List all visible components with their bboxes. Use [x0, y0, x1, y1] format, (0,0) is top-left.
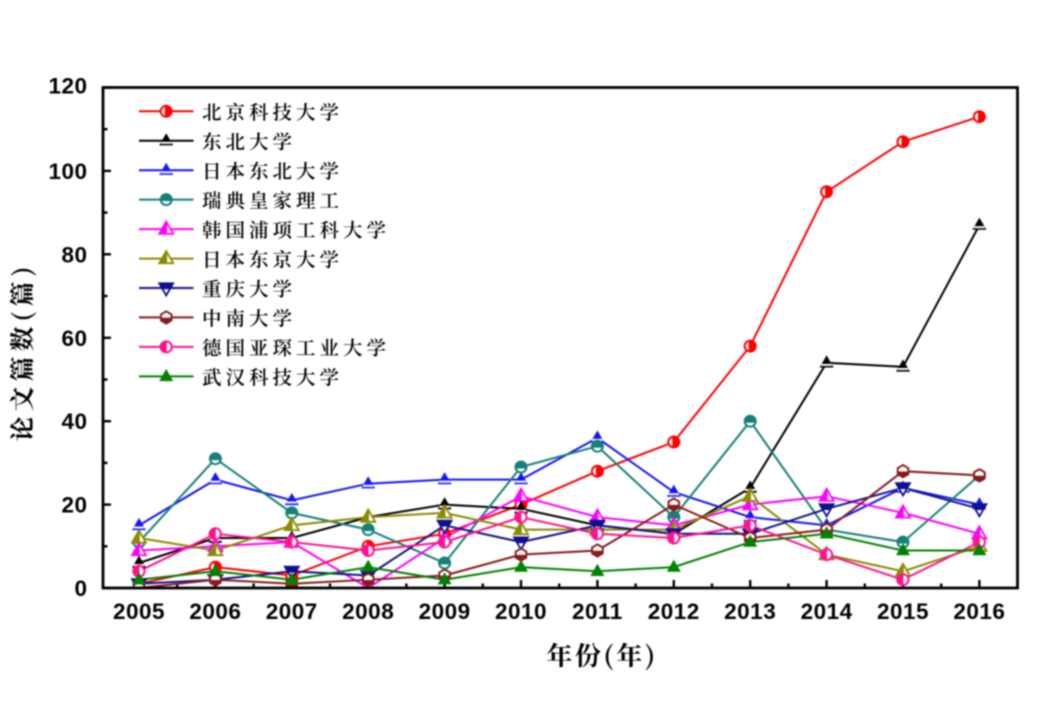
svg-text:0: 0 — [74, 576, 87, 601]
svg-text:20: 20 — [61, 493, 87, 518]
svg-text:40: 40 — [61, 409, 87, 434]
svg-text:2015: 2015 — [877, 599, 929, 624]
svg-text:2014: 2014 — [801, 599, 853, 624]
svg-text:2013: 2013 — [724, 599, 776, 624]
svg-text:100: 100 — [48, 159, 87, 184]
svg-text:2005: 2005 — [113, 599, 165, 624]
svg-text:2010: 2010 — [495, 599, 547, 624]
svg-text:2007: 2007 — [266, 599, 318, 624]
svg-text:2011: 2011 — [572, 599, 623, 624]
svg-text:60: 60 — [61, 326, 87, 351]
svg-text:80: 80 — [61, 242, 87, 267]
svg-text:2006: 2006 — [189, 599, 241, 624]
svg-text:2012: 2012 — [648, 599, 700, 624]
svg-text:120: 120 — [48, 74, 87, 99]
svg-text:2009: 2009 — [419, 599, 471, 624]
svg-text:2008: 2008 — [342, 599, 394, 624]
svg-text:2016: 2016 — [953, 599, 1005, 624]
